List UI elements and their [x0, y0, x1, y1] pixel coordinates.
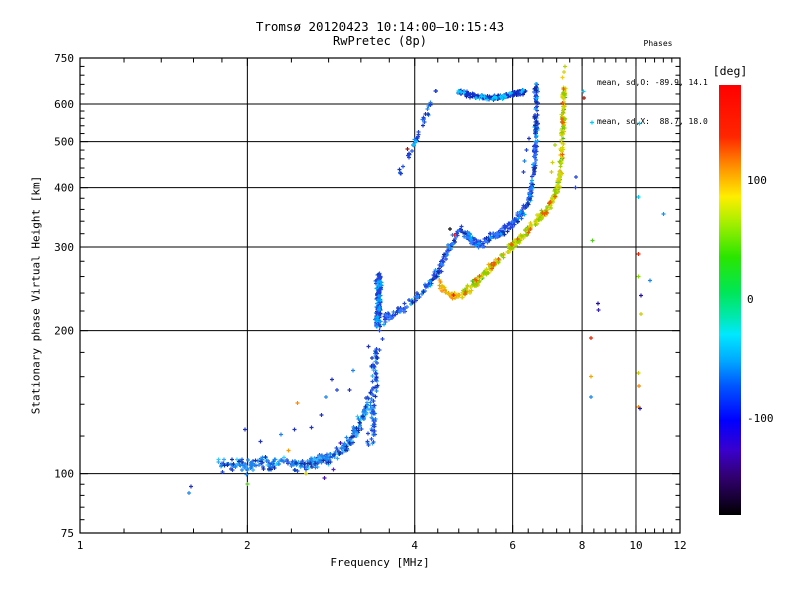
data-point-marker [560, 75, 565, 80]
data-point-marker [553, 143, 557, 147]
y-tick-label: 200 [54, 325, 74, 338]
y-tick-label: 300 [54, 241, 74, 254]
data-point-marker [216, 354, 379, 472]
x-tick-label: 6 [509, 539, 516, 552]
y-tick-label: 750 [54, 52, 74, 65]
data-point-marker [460, 85, 567, 300]
title-block: Tromsø 20120423 10:14:00–10:15:43 RwPret… [80, 19, 680, 49]
data-point-marker [589, 374, 593, 379]
data-point-marker [562, 70, 566, 74]
x-axis-title: Frequency [MHz] [330, 556, 430, 569]
data-point-marker [331, 467, 336, 472]
data-point-marker [189, 136, 531, 489]
data-point-marker [448, 227, 452, 231]
data-point-marker [437, 86, 568, 300]
data-point-marker [462, 91, 567, 297]
data-point-marker [596, 308, 601, 312]
phases-header: Phases [643, 39, 673, 48]
x-tick-label: 12 [673, 539, 686, 552]
data-point-marker [222, 405, 368, 472]
data-point-marker [374, 82, 540, 329]
x-tick-label: 10 [629, 539, 642, 552]
y-axis-title: Stationary phase Virtual Height [km] [29, 175, 43, 415]
colorbar [719, 85, 741, 515]
data-point-marker [661, 212, 666, 216]
data-point-marker [465, 89, 567, 295]
y-tick-label: 400 [54, 182, 74, 195]
x-tick-label: 8 [579, 539, 586, 552]
data-point-marker [463, 87, 566, 296]
data-point-marker [563, 64, 567, 69]
data-point-marker [590, 238, 595, 243]
phases-annotation: Phases mean, sd,O: -89.9, 14.1 mean, sd,… [597, 11, 719, 154]
data-point-marker [286, 448, 291, 453]
data-point-marker [304, 312, 643, 476]
x-tick-label: 1 [77, 539, 84, 552]
data-point-marker [383, 89, 540, 324]
chart-title: Tromsø 20120423 10:14:00–10:15:43 [255, 19, 505, 34]
x-tick-label: 4 [411, 539, 418, 552]
data-point-marker [410, 85, 539, 304]
phases-mean-o: mean, sd,O: -89.9, 14.1 [597, 78, 708, 87]
data-point-marker [412, 88, 642, 199]
colorbar-tick-label: 100 [747, 173, 767, 187]
data-point-marker [440, 284, 460, 299]
data-point-marker [636, 274, 641, 279]
x-tick-label: 2 [244, 539, 251, 552]
y-tick-label: 600 [54, 98, 74, 111]
data-point-marker [368, 89, 540, 429]
data-point-marker [245, 482, 250, 486]
data-point-marker [589, 252, 641, 340]
chart-subtitle: RwPretec (8p) [333, 34, 427, 48]
colorbar-tick-label: 0 [747, 293, 754, 306]
y-tick-label: 100 [54, 468, 74, 481]
data-point-marker [463, 95, 567, 292]
data-point-marker [596, 293, 643, 411]
data-point-marker [582, 96, 586, 100]
scatter-points [187, 64, 666, 495]
data-point-marker [405, 147, 410, 151]
data-point-marker [451, 233, 457, 297]
plot-border [79, 57, 681, 534]
data-point-marker [549, 170, 554, 174]
colorbar-title: [deg] [712, 64, 748, 78]
data-point-marker [322, 441, 343, 480]
colorbar-tick-label: -100 [747, 412, 774, 426]
phases-mean-x: mean, sd,X: 88.7, 18.0 [597, 117, 708, 126]
y-tick-label: 500 [54, 136, 74, 149]
y-tick-label: 75 [61, 527, 74, 540]
data-point-marker [295, 280, 641, 409]
